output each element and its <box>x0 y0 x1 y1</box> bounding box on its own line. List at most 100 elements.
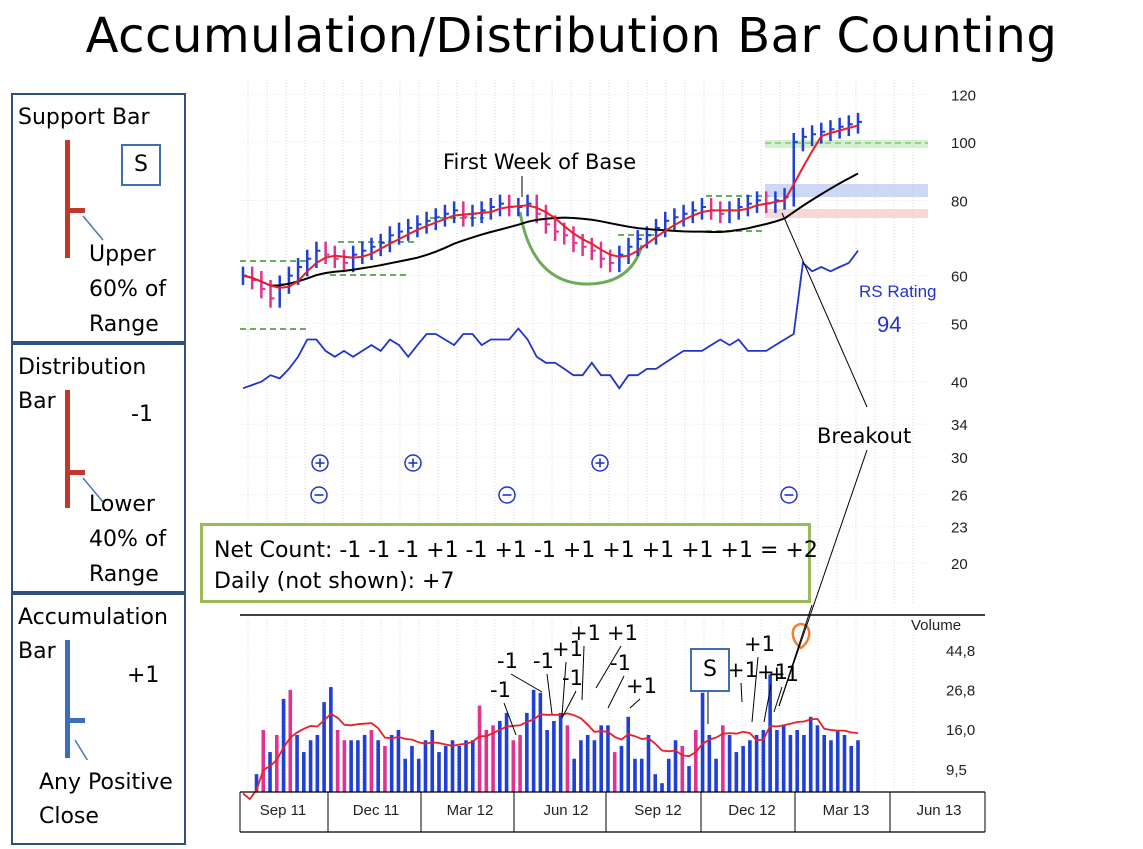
count-label: +1 <box>757 660 788 684</box>
x-tick-label: Dec 12 <box>728 802 776 819</box>
volume-bar <box>788 734 793 792</box>
desc-line: Close <box>39 804 99 829</box>
volume-bar <box>626 716 631 792</box>
volume-bar <box>531 689 536 792</box>
count-label: -1 <box>610 651 631 675</box>
first-week-of-base-label: First Week of Base <box>443 150 636 174</box>
volume-bar <box>775 730 779 792</box>
volume-bar <box>457 745 462 792</box>
volume-bar <box>369 730 374 792</box>
chart-grid <box>240 80 930 792</box>
volume-bar <box>687 766 691 792</box>
distribution-bar-glyph <box>65 390 104 508</box>
volume-bar <box>430 730 435 792</box>
volume-bar <box>349 740 353 792</box>
net-count-line: Net Count: -1 -1 -1 +1 -1 +1 -1 +1 +1 +1… <box>214 538 818 563</box>
volume-bar <box>329 687 333 792</box>
desc-line: 40% of <box>89 527 167 552</box>
volume-bar <box>437 752 441 792</box>
distribution-value: -1 <box>131 402 153 427</box>
volume-bar <box>525 712 529 792</box>
count-arrow <box>581 645 585 701</box>
axis-layer: 120 100 80 60 50 40 34 30 26 23 20 Volume 44,8 26,8 16… <box>239 87 986 833</box>
count-arrow <box>595 645 622 689</box>
y-tick-label: 26 <box>951 487 968 504</box>
volume-bar <box>558 712 563 792</box>
volume-tick-label: 26,8 <box>946 682 975 699</box>
volume-bar <box>552 720 556 792</box>
volume-bar <box>829 740 833 792</box>
x-tick-label: Sep 11 <box>260 802 306 819</box>
x-tick-label: Jun 12 <box>543 802 588 819</box>
volume-bar <box>538 692 543 792</box>
y-tick-label: 100 <box>951 135 976 152</box>
volume-bar <box>579 740 583 792</box>
stop-zone <box>765 209 928 218</box>
volume-bar <box>815 725 820 792</box>
price-layer <box>241 112 862 308</box>
volume-bar <box>592 740 597 792</box>
count-arrow <box>629 698 641 709</box>
support-bar-glyph <box>65 140 104 258</box>
count-label: -1 <box>490 678 511 702</box>
volume-bar <box>633 758 637 792</box>
count-arrow <box>773 686 783 713</box>
count-label: +1 <box>607 621 638 645</box>
volume-bar <box>281 698 286 792</box>
support-bar-desc: Upper 60% of Range <box>89 237 166 342</box>
volume-tick-label: 9,5 <box>946 762 967 779</box>
count-label: -1 <box>562 666 583 690</box>
volume-bar <box>856 740 860 792</box>
volume-bar <box>653 774 658 792</box>
volume-bar <box>741 745 745 792</box>
support-bar-legend: Support Bar S Upper 60% of Range <box>11 93 186 343</box>
volume-bar <box>619 745 624 792</box>
count-arrow <box>546 673 553 715</box>
volume-tick-label: 44,8 <box>946 643 975 660</box>
distribution-bar-legend: Distribution Bar -1 Lower 40% of Range <box>11 343 186 593</box>
arrow-icon <box>82 477 104 503</box>
breakout-arrow <box>778 604 813 707</box>
volume-bar <box>396 730 401 792</box>
volume-bar <box>585 734 590 792</box>
desc-line: Range <box>89 312 159 337</box>
volume-bar <box>491 725 495 792</box>
x-tick-label: Sep 12 <box>634 802 682 819</box>
volume-bar <box>761 730 766 792</box>
count-label: +1 <box>552 637 583 661</box>
volume-bar <box>599 725 603 792</box>
title-line: Bar <box>18 639 56 664</box>
count-arrow <box>740 682 743 703</box>
volume-bar <box>268 752 272 792</box>
count-arrow <box>510 673 543 693</box>
desc-line: Lower <box>89 492 155 517</box>
volume-bar <box>714 758 718 792</box>
volume-bar <box>612 752 617 792</box>
chart-overlays <box>240 140 928 330</box>
count-label: +1 <box>626 674 657 698</box>
count-arrow <box>751 656 759 723</box>
volume-bar <box>768 674 772 792</box>
volume-bar <box>376 740 380 792</box>
volume-bar <box>707 734 712 792</box>
arrow-icon <box>74 739 89 760</box>
volume-bar <box>362 734 367 792</box>
y-tick-label: 50 <box>951 316 968 333</box>
volume-bar <box>383 745 387 792</box>
volume-bar <box>470 740 475 792</box>
volume-bar <box>315 734 320 792</box>
volume-bar <box>443 745 448 792</box>
y-tick-label: 60 <box>951 269 968 286</box>
volume-bar <box>700 692 705 792</box>
volume-layer <box>242 622 860 801</box>
rs-rating-label: RS Rating <box>859 282 936 301</box>
volume-bar <box>403 758 407 792</box>
y-tick-label: 23 <box>951 519 968 536</box>
volume-bar <box>464 740 468 792</box>
volume-bar <box>680 745 685 792</box>
volume-bar <box>261 730 266 792</box>
volume-bar <box>822 734 827 792</box>
volume-bar <box>295 734 299 792</box>
volume-bar <box>694 730 698 792</box>
